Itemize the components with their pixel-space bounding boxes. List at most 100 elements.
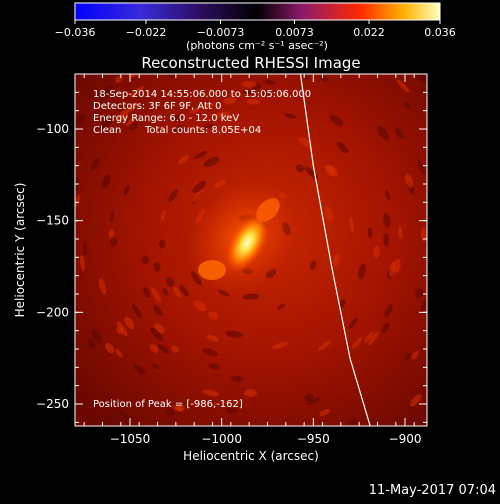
colorbar: −0.036 −0.022 −0.0073 0.0073 0.022 0.036 (pho… (55, 2, 456, 52)
ripple-blob (208, 363, 220, 370)
ripple-blob (172, 286, 182, 298)
ripple-blob (396, 79, 410, 93)
ripple-blob (192, 189, 205, 203)
x-tick-label: −900 (389, 432, 422, 446)
colorbar-tick-label: −0.036 (55, 26, 96, 39)
colorbar-tick-label: −0.0073 (197, 26, 245, 39)
ripple-blob (393, 258, 401, 273)
ripple-blob (306, 397, 321, 405)
ripple-blob (202, 348, 218, 357)
ripple-blob (162, 288, 169, 296)
ripple-blob (193, 300, 207, 312)
ripple-blob (150, 328, 164, 341)
ripple-blob (115, 109, 129, 123)
ripple-blob (172, 124, 183, 133)
y-tick-label: −200 (36, 305, 69, 319)
ripple-blob (411, 350, 419, 360)
y-tick-label: −150 (36, 214, 69, 228)
y-axis: −100 −150 −200 −250 (36, 73, 427, 423)
annotation-peak-position: Position of Peak = [-986,-162] (93, 399, 243, 410)
ripple-blob (87, 339, 96, 349)
ripple-blob (152, 363, 160, 370)
colorbar-ticks: −0.036 −0.022 −0.0073 0.0073 0.022 0.036 (55, 20, 456, 39)
plot-frame (74, 73, 428, 427)
ripple-blob (338, 299, 346, 309)
ripple-blob (192, 180, 206, 194)
colorbar-gradient (74, 2, 441, 21)
annotation-detectors: Detectors: 3F 6F 9F, Att 0 (93, 101, 221, 112)
ripple-blob (241, 80, 257, 88)
y-tick-label: −100 (36, 122, 69, 136)
ripple-blob (101, 174, 111, 189)
ripple-blob (272, 341, 289, 349)
x-axis: −1050 −1000 −950 −900 (83, 74, 422, 446)
ripple-blob (324, 206, 333, 221)
ripple-blob (404, 352, 412, 361)
ripple-blob (171, 345, 180, 353)
ripple-blob (153, 261, 161, 272)
ripple-blob (179, 284, 189, 297)
ripple-blob (153, 304, 163, 317)
colorbar-tick-label: −0.022 (126, 26, 167, 39)
ripple-blob (417, 159, 426, 175)
ripple-blob (203, 156, 220, 167)
ripple-blob (75, 194, 81, 207)
y-tick-label: −250 (36, 397, 69, 411)
annotation-total-counts: Total counts: 8.05E+04 (144, 125, 261, 136)
ripple-blob (242, 90, 256, 95)
ripple-blob (329, 114, 344, 126)
ripple-blob (154, 323, 165, 334)
ripple-blob (166, 408, 176, 416)
ripple-blob (173, 114, 183, 121)
ripple-blob (99, 93, 109, 103)
annotation-block: 18-Sep-2014 14:55:06.000 to 15:05:06.000… (93, 89, 311, 410)
ripple-blob (203, 123, 214, 130)
ripple-blob (125, 115, 137, 127)
ripple-blob (394, 127, 404, 139)
ripple-blob (319, 75, 329, 82)
ripple-blob (109, 210, 115, 223)
ripple-blob (242, 293, 260, 300)
ripple-blob (206, 334, 219, 342)
ripple-blob (105, 342, 115, 354)
ripple-blob (215, 111, 230, 118)
ripple-blob (108, 229, 115, 238)
ripple-blob (193, 150, 208, 160)
ripple-blob (223, 97, 237, 104)
ripple-blob (131, 304, 142, 319)
ripple-blob (246, 98, 261, 105)
ripple-blob (203, 103, 214, 109)
ripple-blob (116, 321, 128, 337)
ripple-blob (367, 227, 373, 238)
ripple-blob (283, 113, 297, 119)
x-axis-label: Heliocentric X (arcsec) (183, 449, 319, 463)
ripple-blob (295, 164, 305, 173)
ripple-blob (115, 348, 123, 358)
colorbar-unit-label: (photons cm⁻² s⁻¹ asec⁻²) (186, 39, 328, 52)
ripple-blob (373, 245, 380, 258)
ripple-blob (127, 103, 137, 112)
ripple-blob (83, 242, 88, 256)
ripple-blob (319, 409, 330, 416)
ripple-blob (157, 344, 170, 354)
ripple-blob (75, 177, 81, 193)
ripple-blob (230, 375, 244, 382)
ripple-blob (133, 364, 146, 375)
ripple-blob (349, 217, 355, 233)
ripple-blob (260, 89, 270, 96)
ripple-blob (415, 288, 424, 299)
flare-source-peak (225, 213, 270, 272)
annotation-time-range: 18-Sep-2014 14:55:06.000 to 15:05:06.000 (93, 89, 311, 100)
ripple-blob (129, 121, 138, 131)
chart-title: Reconstructed RHESSI Image (141, 54, 360, 72)
ripple-blob (357, 263, 366, 280)
ripple-blob (405, 173, 414, 188)
ripple-blob (124, 316, 135, 330)
ripple-blob (129, 86, 145, 98)
ripple-blob (150, 287, 161, 303)
ripple-blob (351, 337, 363, 349)
ripple-blob (403, 101, 411, 110)
source-lobe-southwest (198, 260, 226, 280)
ripple-blob (202, 389, 220, 397)
ripple-blob (225, 407, 238, 414)
